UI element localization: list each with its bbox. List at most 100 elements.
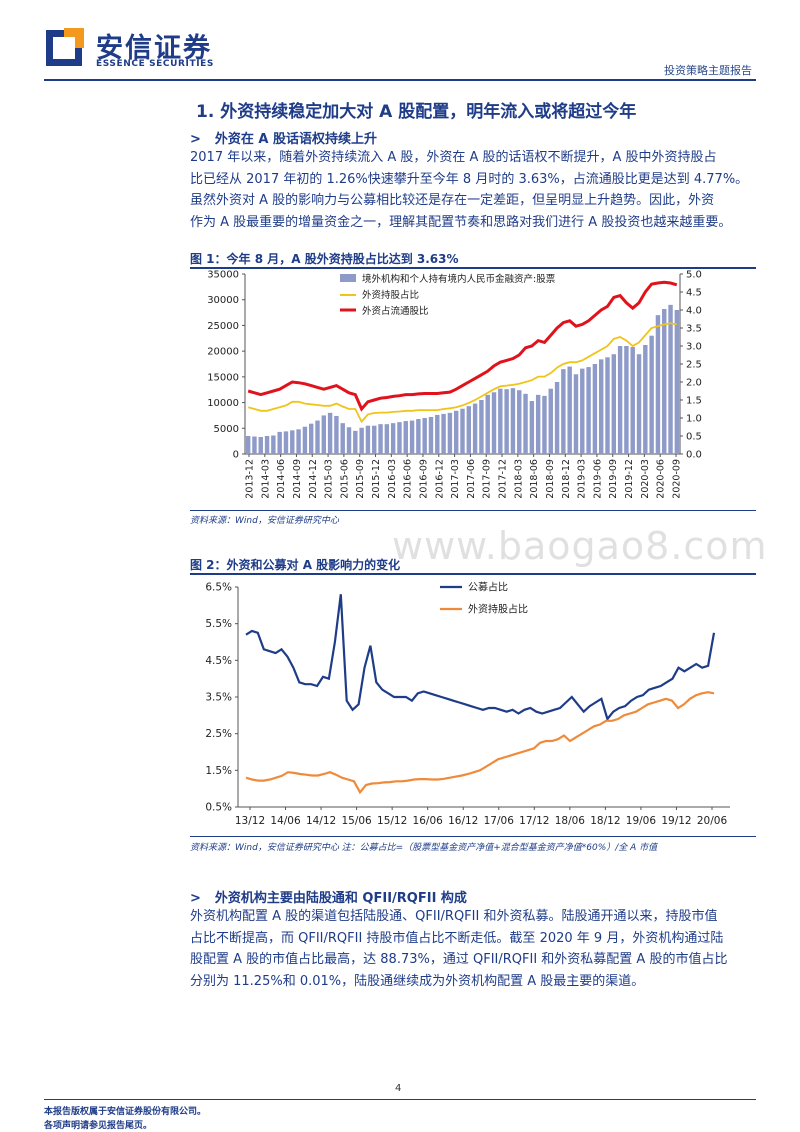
x-tick-label: 2014-06 <box>276 459 287 499</box>
bar <box>428 416 434 454</box>
bar <box>668 304 673 454</box>
x-tick-label: 19/12 <box>661 815 691 827</box>
x-tick-label: 2017-09 <box>482 459 493 499</box>
bar <box>403 421 408 454</box>
paragraph-1-line: 虽然外资对 A 股的影响力与公募相比较还是存在一定差距，但呈明显上升趋势。因此，… <box>190 193 715 208</box>
bar <box>340 423 345 454</box>
logo-company-cn: 安信证券 <box>96 33 212 64</box>
header-divider <box>44 79 756 81</box>
bar <box>435 414 440 454</box>
line-foreign-holding-ratio <box>247 322 677 424</box>
bar <box>643 344 648 454</box>
x-tick-label: 2020-09 <box>672 459 683 499</box>
figure-1-caption: 图 1：今年 8 月，A 股外资持股占比达到 3.63% <box>190 252 459 266</box>
y-left-tick-label: 0 <box>233 450 239 461</box>
bar <box>573 374 579 454</box>
line-foreign-float-ratio <box>247 280 678 412</box>
bar <box>346 427 352 454</box>
bar <box>510 388 516 454</box>
x-tick-label: 2016-12 <box>434 459 445 499</box>
bar <box>624 346 629 454</box>
legend-label: 外资持股占比 <box>362 289 419 301</box>
bar <box>447 412 453 454</box>
x-tick-label: 2018-03 <box>513 459 524 499</box>
x-tick-label: 16/12 <box>448 815 478 827</box>
legend-label: 外资持股占比 <box>468 603 528 616</box>
bar <box>479 400 484 454</box>
y-tick-label: 5.5% <box>205 618 232 630</box>
bar <box>542 395 547 454</box>
bar <box>586 367 591 454</box>
figure-2-chart: 0.5% 1.5% 2.5% 3.5% 4.5% 5.5% 6.5% 13/12 14/06 14… <box>205 581 730 827</box>
figure-1-source-rule <box>190 510 756 511</box>
bar <box>655 315 661 454</box>
line-public-fund-ratio <box>245 594 716 722</box>
bar <box>264 436 270 454</box>
bar <box>561 369 566 454</box>
bar <box>365 425 371 454</box>
x-tick-label: 17/06 <box>484 815 515 827</box>
x-tick-label: 2016-09 <box>418 459 429 499</box>
bar <box>258 437 263 454</box>
y-left-tick-label: 35000 <box>207 270 239 281</box>
watermark: www.baogao8.com <box>392 524 768 568</box>
x-tick-label: 2017-06 <box>466 459 477 499</box>
x-tick-label: 17/12 <box>519 815 549 827</box>
paragraph-1-line: 2017 年以来，随着外资持续流入 A 股，外资在 A 股的话语权不断提升，A … <box>190 150 717 165</box>
bar <box>517 390 522 454</box>
x-tick-label: 2015-09 <box>355 459 366 499</box>
subheading-2-text: 外资机构主要由陆股通和 QFII/RQFII 构成 <box>214 891 467 906</box>
bar <box>630 347 635 454</box>
bar <box>334 415 339 454</box>
y-right-tick-label: 1.0 <box>686 414 702 425</box>
bar <box>296 429 301 454</box>
bar <box>611 354 617 454</box>
footer-copyright: 本报告版权属于安信证券股份有限公司。 <box>44 1107 207 1117</box>
x-tick-label: 14/12 <box>306 815 336 827</box>
bar <box>441 413 446 454</box>
bar <box>485 394 490 454</box>
figure-2-rule <box>190 573 756 575</box>
y-left-tick-label: 10000 <box>207 398 239 409</box>
bar <box>290 430 295 454</box>
bar <box>416 419 421 454</box>
y-tick-label: 0.5% <box>205 802 232 814</box>
x-tick-label: 2013-12 <box>245 459 256 499</box>
bar <box>649 335 654 454</box>
x-tick-label: 2019-12 <box>624 459 635 499</box>
y-right-tick-label: 2.5 <box>686 360 702 371</box>
bar <box>422 418 427 454</box>
bar <box>378 424 383 454</box>
paragraph-1: 2017 年以来，随着外资持续流入 A 股，外资在 A 股的话语权不断提升，A … <box>190 147 756 233</box>
bar <box>498 388 503 454</box>
paragraph-2: 外资机构配置 A 股的渠道包括陆股通、QFII/RQFII 和外资私募。陆股通开… <box>190 906 756 992</box>
bar <box>308 423 314 454</box>
bar <box>466 406 472 454</box>
y-right-tick-label: 4.5 <box>686 288 702 299</box>
x-tick-label: 2019-06 <box>592 459 603 499</box>
page-number: 4 <box>395 1083 402 1094</box>
bar <box>662 308 667 454</box>
y-left-tick-label: 30000 <box>207 295 239 306</box>
x-tick-label: 2014-09 <box>292 459 303 499</box>
figure-1-rule <box>190 267 756 269</box>
subheading-1-text: 外资在 A 股话语权持续上升 <box>214 132 378 147</box>
x-tick-label: 2020-03 <box>640 459 651 499</box>
y-right-tick-label: 3.5 <box>686 324 702 335</box>
logo-icon <box>46 28 84 66</box>
bar <box>321 415 327 454</box>
legend-label: 境外机构和个人持有境内人民币金融资产:股票 <box>362 273 556 285</box>
x-tick-label: 16/06 <box>413 815 444 827</box>
x-tick-label: 2016-03 <box>387 459 398 499</box>
bar <box>636 354 642 454</box>
x-tick-label: 13/12 <box>235 815 265 827</box>
x-tick-label: 2015-12 <box>371 459 382 499</box>
y-tick-label: 2.5% <box>205 728 232 740</box>
bar <box>535 394 541 454</box>
paragraph-2-line: 占比不断提高，而 QFII/RQFII 持股市值占比不断走低。截至 2020 年… <box>190 930 724 946</box>
x-tick-label: 18/06 <box>555 815 586 827</box>
bar <box>567 366 572 454</box>
y-right-tick-label: 5.0 <box>686 270 702 281</box>
bar <box>315 420 320 454</box>
bar <box>252 436 257 454</box>
